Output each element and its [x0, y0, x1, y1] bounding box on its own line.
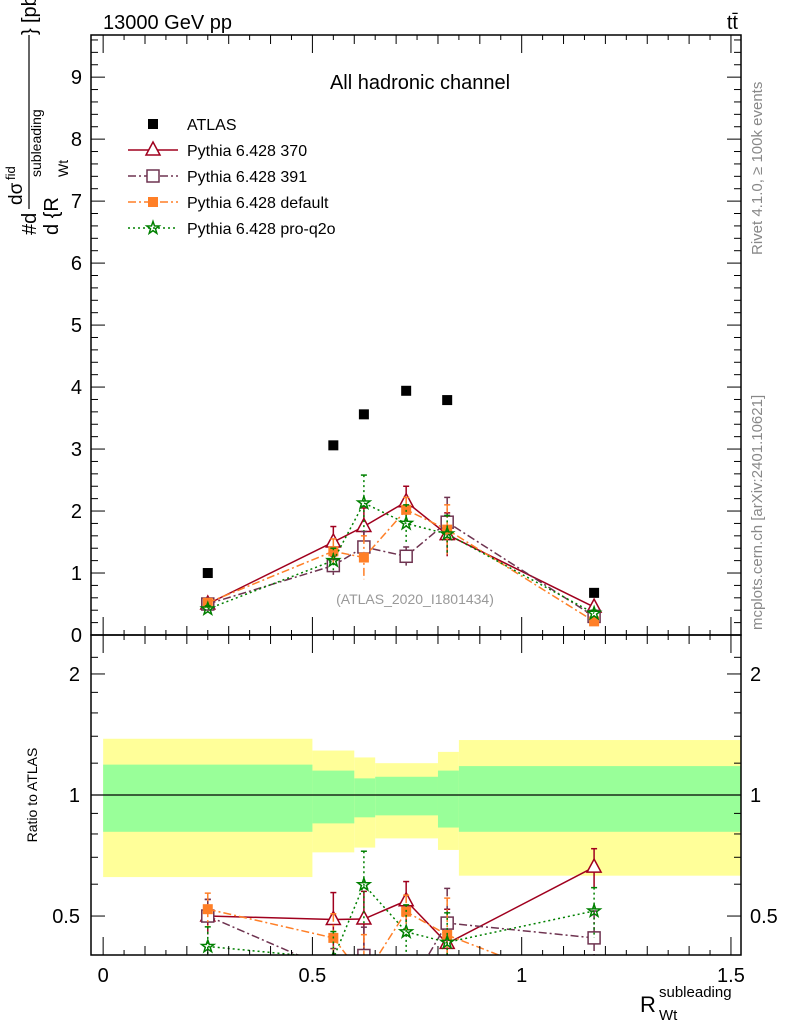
y-tick-label: 2: [71, 501, 82, 523]
series-line-2: [207, 908, 501, 955]
series-point-3: [199, 600, 217, 617]
ylabel-denominator-sup: subleading: [28, 109, 44, 177]
series-point-2: [589, 616, 600, 627]
y-tick-label: 8: [71, 129, 82, 151]
series-point-2: [358, 552, 369, 563]
header-left: 13000 GeV pp: [103, 12, 232, 34]
legend: ATLAS Pythia 6.428 370 Pythia 6.428 391 Pyt…: [128, 117, 336, 238]
series-line-1: [207, 915, 595, 955]
ylabel-numerator-sup: fid: [3, 166, 18, 180]
series-line-3: [207, 501, 595, 614]
y-tick-label: 1: [71, 563, 82, 585]
series-point-0: [585, 857, 603, 873]
legend-marker: [144, 219, 162, 236]
rivet-label: Rivet 4.1.0, ≥ 100k events: [749, 82, 766, 255]
y-tick-label: 9: [71, 67, 82, 89]
xlabel-main: R: [640, 992, 656, 1017]
band-inner-bin: [103, 764, 313, 832]
x-tick-label: 1: [516, 965, 527, 987]
watermark: (ATLAS_2020_I1801434): [336, 591, 494, 607]
series-line-1: [207, 521, 595, 618]
x-tick-label: 1.5: [717, 965, 745, 987]
band-inner-bin: [312, 770, 355, 824]
main-marks: [199, 385, 603, 627]
band-inner-bin: [458, 766, 741, 832]
atlas-point: [328, 440, 339, 451]
y-tick-label: 3: [71, 439, 82, 461]
atlas-point: [401, 385, 412, 396]
legend-label-atlas: ATLAS: [187, 117, 237, 134]
series-point-1: [327, 965, 339, 977]
ylabel-numerator: dσ: [6, 182, 27, 205]
series-point-3: [397, 514, 415, 531]
series-line-0: [207, 866, 595, 945]
series-point-3: [355, 494, 373, 511]
xlabel-sub: Wt: [659, 1007, 678, 1024]
band-inner-bin: [437, 770, 459, 828]
legend-marker: [146, 169, 160, 183]
xlabel-sup: subleading: [659, 984, 732, 1001]
series-point-3: [585, 604, 603, 621]
series-point-1: [399, 549, 413, 564]
ratio-y-tick-label-right: 0.5: [750, 906, 778, 928]
series-point-3: [438, 525, 456, 542]
series-point-2: [359, 973, 369, 983]
legend-label: Pythia 6.428 370: [187, 143, 307, 160]
ratio-y-tick-label: 0.5: [52, 906, 80, 928]
atlas-point: [358, 409, 369, 420]
legend-label: Pythia 6.428 391: [187, 169, 307, 186]
xlabel: R subleading Wt: [640, 984, 732, 1024]
ratio-y-tick-label: 2: [69, 664, 80, 686]
series-point-2: [328, 546, 339, 557]
mcplots-label: mcplots.cern.ch [arXiv:2401.10621]: [749, 395, 766, 630]
y-tick-label: 7: [71, 191, 82, 213]
series-point-1: [400, 987, 412, 999]
series-line-2: [207, 508, 595, 622]
atlas-point: [202, 568, 213, 579]
series-point-3: [397, 923, 415, 939]
ratio-ylabel: Ratio to ATLAS: [24, 748, 40, 843]
x-tick-label: 0.5: [299, 965, 327, 987]
main-ylabel: #d dσ fid d {R subleading Wt } [pb]: [3, 0, 71, 235]
legend-label: Pythia 6.428 default: [187, 195, 329, 212]
ratio-marks: [199, 847, 603, 999]
y-tick-label: 4: [71, 377, 82, 399]
ratio-y-tick-label: 1: [69, 785, 80, 807]
legend-marker-atlas: [148, 119, 158, 129]
ylabel-denominator: d {R: [41, 197, 63, 235]
atlas-point: [589, 587, 600, 598]
ratio-y-tick-label-right: 2: [750, 664, 761, 686]
y-tick-label: 5: [71, 315, 82, 337]
series-point-3: [355, 875, 373, 892]
series-point-3: [199, 937, 217, 954]
y-tick-label: 0: [71, 625, 82, 647]
legend-marker: [148, 197, 158, 207]
axes: 0 1 2 3 4 5 6 7 8 9 0.5 0.5 1 1 2 2 0 0.5 1 1.5: [52, 34, 778, 987]
ratio-y-tick-label-right: 1: [750, 785, 761, 807]
series-point-3: [325, 551, 342, 568]
legend-marker: [144, 140, 162, 156]
series-point-2: [401, 504, 412, 515]
atlas-point: [442, 395, 453, 406]
band-inner-bin: [354, 778, 376, 818]
ratio-bands: [91, 738, 741, 878]
ylabel-denominator-sub: Wt: [55, 160, 71, 177]
chart-title: All hadronic channel: [330, 72, 510, 94]
ylabel-close: }: [19, 28, 41, 35]
ylabel-unit: [pb]: [19, 0, 41, 23]
x-tick-label: 0: [98, 965, 109, 987]
ylabel-prefix: #d: [19, 213, 41, 235]
series-point-2: [589, 987, 599, 997]
header-right: tt̄: [727, 12, 739, 34]
series-line-3: [207, 883, 595, 955]
band-inner-bin: [375, 776, 438, 816]
series-point-3: [438, 933, 456, 950]
y-tick-label: 6: [71, 253, 82, 275]
series-point-2: [202, 904, 213, 915]
series-point-3: [585, 902, 603, 919]
legend-label: Pythia 6.428 pro-q2o: [187, 221, 336, 238]
